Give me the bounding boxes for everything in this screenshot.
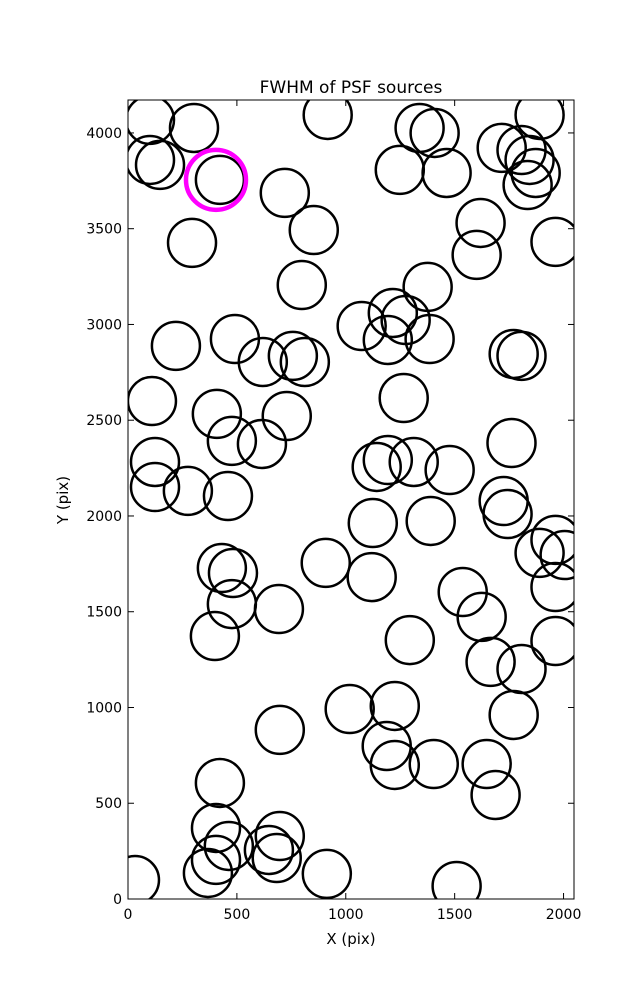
source-marker bbox=[476, 122, 527, 174]
y-tick-label: 1500 bbox=[86, 605, 122, 621]
source-marker bbox=[455, 197, 506, 249]
source-marker bbox=[194, 757, 246, 809]
source-marker bbox=[128, 854, 161, 899]
source-marker bbox=[409, 107, 460, 159]
source-marker bbox=[243, 824, 295, 876]
source-marker bbox=[276, 259, 328, 311]
y-tick-label: 3000 bbox=[86, 317, 122, 333]
source-marker bbox=[346, 551, 397, 603]
source-marker bbox=[384, 614, 436, 666]
y-axis-label: Y (pix) bbox=[54, 476, 72, 525]
source-marker bbox=[465, 636, 516, 688]
source-marker bbox=[237, 336, 289, 388]
source-marker bbox=[530, 561, 574, 613]
source-marker bbox=[336, 300, 387, 352]
source-marker bbox=[351, 441, 402, 493]
y-tick-label: 0 bbox=[113, 892, 122, 908]
source-marker bbox=[461, 738, 512, 790]
source-marker bbox=[129, 436, 181, 488]
source-marker bbox=[431, 860, 482, 899]
x-axis-label: X (pix) bbox=[326, 930, 375, 948]
source-marker bbox=[510, 147, 561, 199]
source-marker bbox=[254, 810, 306, 862]
source-marker bbox=[190, 802, 242, 854]
source-marker bbox=[236, 418, 288, 470]
x-tick-label: 0 bbox=[124, 907, 133, 923]
source-marker bbox=[191, 388, 243, 440]
source-marker bbox=[388, 436, 439, 488]
source-marker bbox=[301, 848, 353, 899]
source-marker bbox=[424, 444, 475, 496]
source-marker bbox=[404, 313, 455, 365]
source-marker bbox=[502, 159, 553, 211]
source-marker bbox=[128, 375, 178, 427]
source-marker bbox=[530, 615, 574, 667]
source-marker bbox=[166, 217, 218, 269]
source-marker bbox=[182, 847, 234, 899]
source-marker bbox=[183, 147, 249, 213]
source-marker bbox=[362, 314, 414, 366]
source-marker bbox=[203, 820, 255, 872]
source-marker bbox=[168, 102, 220, 154]
source-marker bbox=[288, 204, 340, 256]
source-marker bbox=[347, 497, 399, 549]
source-marker bbox=[451, 229, 502, 281]
source-marker bbox=[405, 495, 456, 547]
x-tick-label: 1500 bbox=[437, 907, 473, 923]
source-marker bbox=[437, 566, 488, 618]
source-marker bbox=[267, 330, 319, 382]
y-tick-label: 2500 bbox=[86, 413, 122, 429]
source-marker bbox=[378, 372, 429, 424]
source-marker bbox=[539, 529, 574, 581]
x-tick-label: 500 bbox=[224, 907, 251, 923]
axes-frame bbox=[127, 99, 575, 900]
source-marker bbox=[150, 320, 202, 372]
source-marker bbox=[254, 704, 306, 756]
plot-area bbox=[128, 100, 574, 899]
x-tick-label: 1000 bbox=[328, 907, 364, 923]
source-marker bbox=[470, 769, 521, 821]
source-marker bbox=[488, 689, 539, 741]
y-tick-label: 3500 bbox=[86, 222, 122, 238]
y-tick-label: 4000 bbox=[86, 126, 122, 142]
source-marker bbox=[300, 537, 351, 589]
source-marker bbox=[162, 465, 214, 517]
source-marker bbox=[206, 415, 258, 467]
source-marker bbox=[207, 547, 259, 599]
source-marker bbox=[324, 683, 375, 735]
source-marker bbox=[302, 100, 353, 141]
source-marker bbox=[367, 287, 419, 339]
source-marker bbox=[496, 330, 547, 382]
source-marker bbox=[369, 680, 421, 732]
y-tick-label: 2000 bbox=[86, 509, 122, 525]
source-marker bbox=[190, 834, 242, 886]
x-tick-label: 2000 bbox=[546, 907, 582, 923]
source-marker bbox=[486, 417, 537, 469]
source-marker bbox=[408, 738, 460, 790]
y-tick-label: 1000 bbox=[86, 700, 122, 716]
source-marker bbox=[369, 739, 421, 791]
source-marker bbox=[251, 832, 302, 884]
source-marker bbox=[362, 434, 414, 486]
source-marker bbox=[530, 216, 574, 268]
source-marker bbox=[128, 134, 176, 186]
source-marker bbox=[421, 147, 472, 199]
source-marker bbox=[253, 583, 305, 635]
source-marker bbox=[482, 488, 533, 540]
source-marker bbox=[259, 167, 311, 219]
y-tick-label: 500 bbox=[95, 796, 122, 812]
source-marker bbox=[134, 139, 186, 191]
source-marker bbox=[202, 470, 254, 522]
source-marker bbox=[196, 542, 248, 594]
source-marker bbox=[279, 336, 331, 388]
source-marker bbox=[189, 610, 241, 662]
source-marker bbox=[514, 527, 565, 579]
chart-title: FWHM of PSF sources bbox=[260, 78, 443, 98]
source-marker bbox=[129, 461, 181, 513]
source-marker bbox=[504, 134, 555, 186]
